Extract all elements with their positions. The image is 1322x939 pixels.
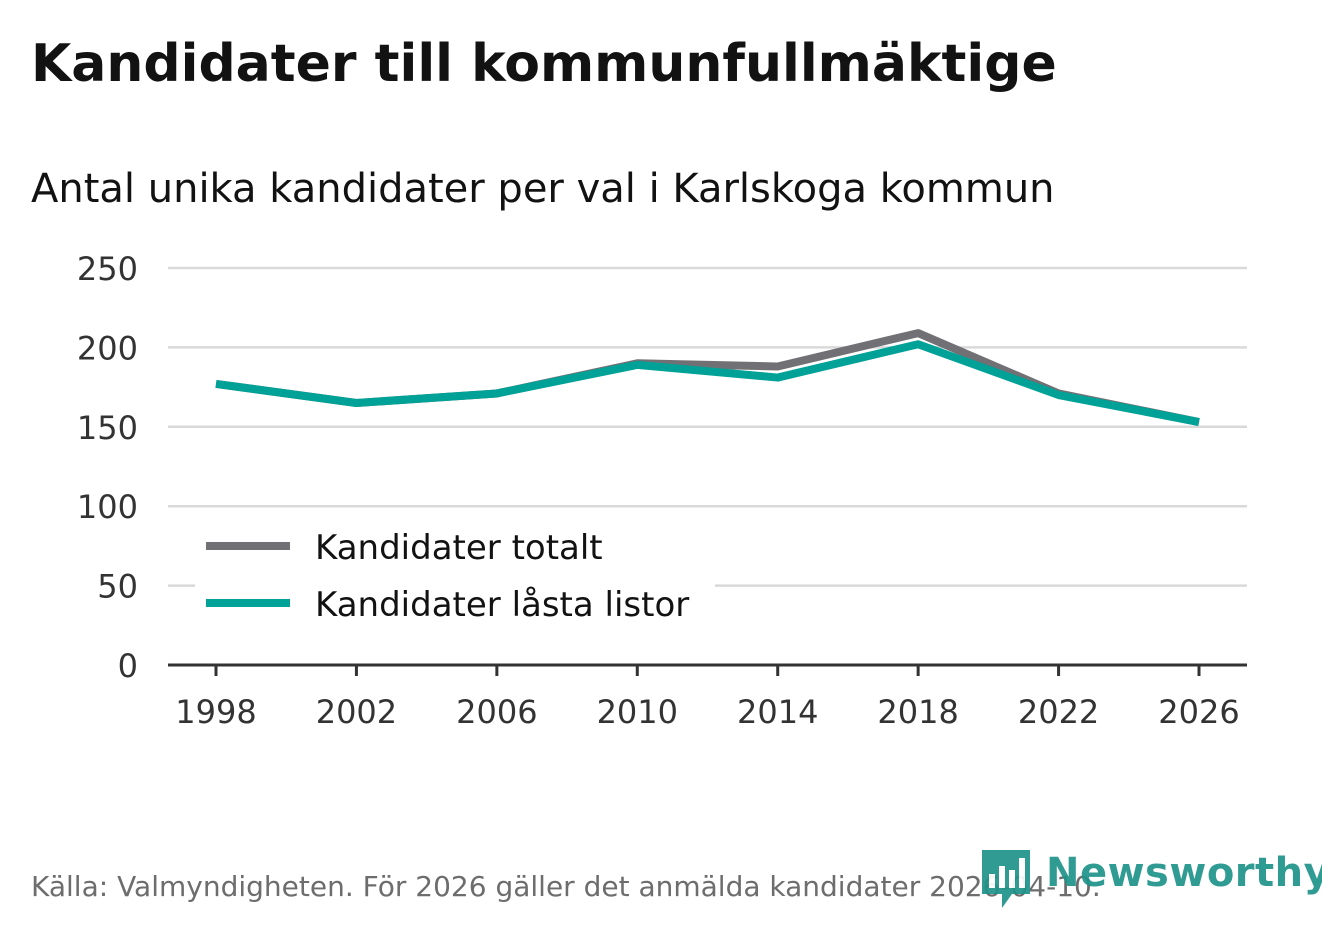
y-tick-label: 250 xyxy=(77,250,138,288)
newsworthy-logo-icon xyxy=(982,850,1030,908)
legend-background xyxy=(195,518,715,630)
x-tick-label: 2026 xyxy=(1158,693,1239,731)
x-tick-label: 2018 xyxy=(877,693,958,731)
y-tick-label: 100 xyxy=(77,488,138,526)
y-tick-label: 0 xyxy=(118,647,138,685)
legend-label-locked: Kandidater låsta listor xyxy=(315,585,689,625)
series-lines xyxy=(215,329,1200,426)
line-chart: 0 50 100 150 200 250 1998 2002 2006 2010 2014 2018… xyxy=(77,250,1247,731)
x-tick-label: 2014 xyxy=(737,693,818,731)
x-tick-label: 1998 xyxy=(175,693,256,731)
y-axis-ticks: 0 50 100 150 200 250 xyxy=(77,250,138,685)
y-tick-label: 200 xyxy=(77,329,138,367)
chart-subtitle: Antal unika kandidater per val i Karlsko… xyxy=(31,166,1055,212)
y-tick-label: 50 xyxy=(97,568,138,606)
x-axis: 1998 2002 2006 2010 2014 2018 2022 2026 xyxy=(168,663,1247,731)
y-tick-label: 150 xyxy=(77,409,138,447)
x-tick-label: 2006 xyxy=(456,693,537,731)
x-tick-label: 2010 xyxy=(597,693,678,731)
legend: Kandidater totalt Kandidater låsta listo… xyxy=(195,518,715,630)
series-line-locked xyxy=(215,340,1200,426)
x-tick-label: 2022 xyxy=(1018,693,1099,731)
legend-label-total: Kandidater totalt xyxy=(315,528,603,568)
x-tick-label: 2002 xyxy=(316,693,397,731)
chart-title: Kandidater till kommunfullmäktige xyxy=(31,34,1057,94)
source-note: Källa: Valmyndigheten. För 2026 gäller d… xyxy=(31,870,1101,903)
newsworthy-logo: Newsworthy xyxy=(980,848,1322,912)
newsworthy-logo-text: Newsworthy xyxy=(1046,850,1322,896)
